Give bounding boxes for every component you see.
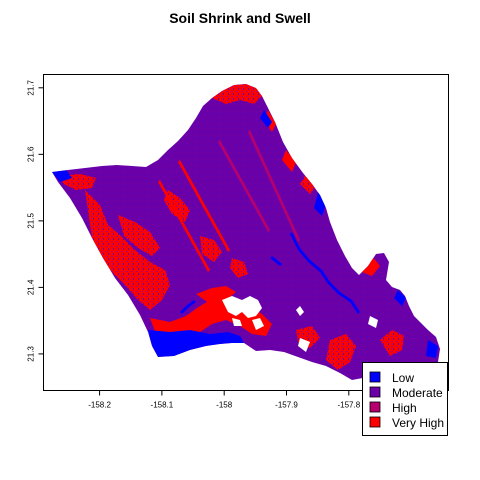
x-tick-label: -157.8 — [337, 401, 360, 410]
legend-label: Low — [392, 371, 414, 385]
oahu-island-map — [52, 84, 440, 380]
legend-label: High — [392, 401, 417, 415]
legend-swatch — [369, 386, 381, 398]
x-axis: -158.2 -158.1 -158 -157.9 -157.8 — [88, 390, 361, 410]
legend-label: Very High — [392, 416, 444, 430]
legend-swatch — [369, 401, 381, 413]
legend-swatch — [369, 371, 381, 383]
y-tick-label: 21.3 — [27, 346, 36, 362]
y-tick-label: 21.6 — [27, 146, 36, 162]
low-regions — [52, 110, 438, 358]
x-tick-label: -157.9 — [275, 401, 298, 410]
y-tick-label: 21.7 — [27, 79, 36, 95]
x-tick-label: -158.1 — [151, 401, 174, 410]
x-tick-label: -158 — [216, 401, 233, 410]
plot-frame — [43, 74, 449, 391]
y-tick-label: 21.4 — [27, 279, 36, 295]
legend-label: Moderate — [392, 386, 443, 400]
y-axis: 21.3 21.4 21.5 21.6 21.7 — [27, 79, 44, 362]
pearl-harbor-water — [222, 296, 378, 352]
map-title: Soil Shrink and Swell — [169, 10, 311, 26]
y-tick-label: 21.5 — [27, 213, 36, 229]
x-tick-label: -158.2 — [88, 401, 111, 410]
legend-swatch — [369, 416, 381, 428]
